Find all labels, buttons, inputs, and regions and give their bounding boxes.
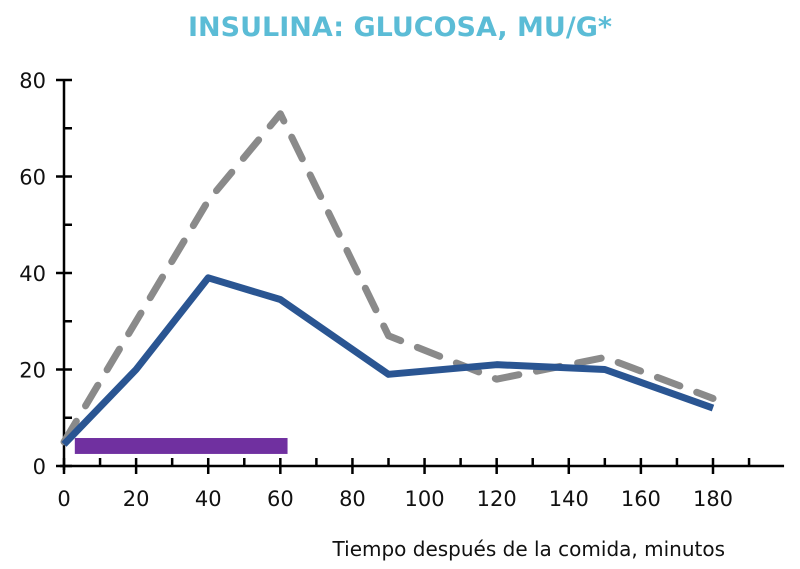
dashed-series-line: [60, 110, 717, 446]
x-axis-tick-labels: 0 20 40 60 80 100 120 140 160 180: [57, 487, 733, 511]
chart-title: INSULINA: GLUCOSA, MU/G*: [188, 12, 612, 43]
x-tick-label: 0: [57, 487, 70, 511]
solid-series-line: [61, 274, 715, 447]
x-tick-label: 180: [693, 487, 733, 511]
y-tick-label: 60: [19, 166, 46, 190]
x-tick-label: 160: [621, 487, 661, 511]
y-tick-label: 0: [33, 455, 46, 479]
axes: [56, 78, 785, 474]
x-tick-label: 60: [267, 487, 294, 511]
y-tick-label: 40: [19, 262, 46, 286]
x-tick-label: 140: [549, 487, 589, 511]
x-tick-label: 20: [123, 487, 150, 511]
y-tick-label: 80: [19, 69, 46, 93]
data-lines: [60, 110, 717, 447]
x-axis-label: Tiempo después de la comida, minutos: [332, 537, 725, 561]
x-tick-label: 40: [195, 487, 222, 511]
meal-period-bar: [74, 438, 288, 454]
x-tick-label: 120: [477, 487, 517, 511]
meal-period-rect: [74, 438, 288, 454]
x-tick-label: 100: [405, 487, 445, 511]
x-tick-label: 80: [339, 487, 366, 511]
y-tick-label: 20: [19, 359, 46, 383]
y-axis-tick-labels: 0 20 40 60 80: [19, 69, 46, 479]
